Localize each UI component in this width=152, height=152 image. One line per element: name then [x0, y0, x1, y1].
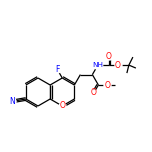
Text: O: O — [91, 88, 97, 97]
Text: F: F — [55, 65, 59, 74]
Text: O: O — [115, 61, 121, 70]
Text: N: N — [9, 97, 15, 106]
Text: O: O — [59, 102, 65, 111]
Text: NH: NH — [92, 62, 103, 68]
Text: O: O — [106, 52, 112, 61]
Text: O: O — [104, 81, 110, 90]
